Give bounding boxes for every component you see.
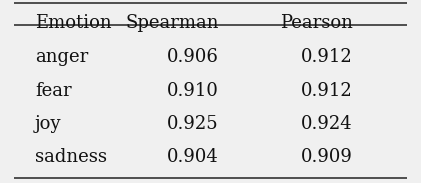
Text: 0.904: 0.904	[167, 148, 219, 166]
Text: 0.925: 0.925	[167, 115, 219, 133]
Text: 0.906: 0.906	[167, 48, 219, 66]
Text: Emotion: Emotion	[35, 14, 112, 32]
Text: joy: joy	[35, 115, 61, 133]
Text: anger: anger	[35, 48, 88, 66]
Text: fear: fear	[35, 82, 72, 100]
Text: 0.909: 0.909	[301, 148, 353, 166]
Text: 0.910: 0.910	[167, 82, 219, 100]
Text: Pearson: Pearson	[280, 14, 353, 32]
Text: 0.912: 0.912	[301, 82, 353, 100]
Text: 0.924: 0.924	[301, 115, 353, 133]
Text: 0.912: 0.912	[301, 48, 353, 66]
Text: sadness: sadness	[35, 148, 107, 166]
Text: Spearman: Spearman	[125, 14, 219, 32]
